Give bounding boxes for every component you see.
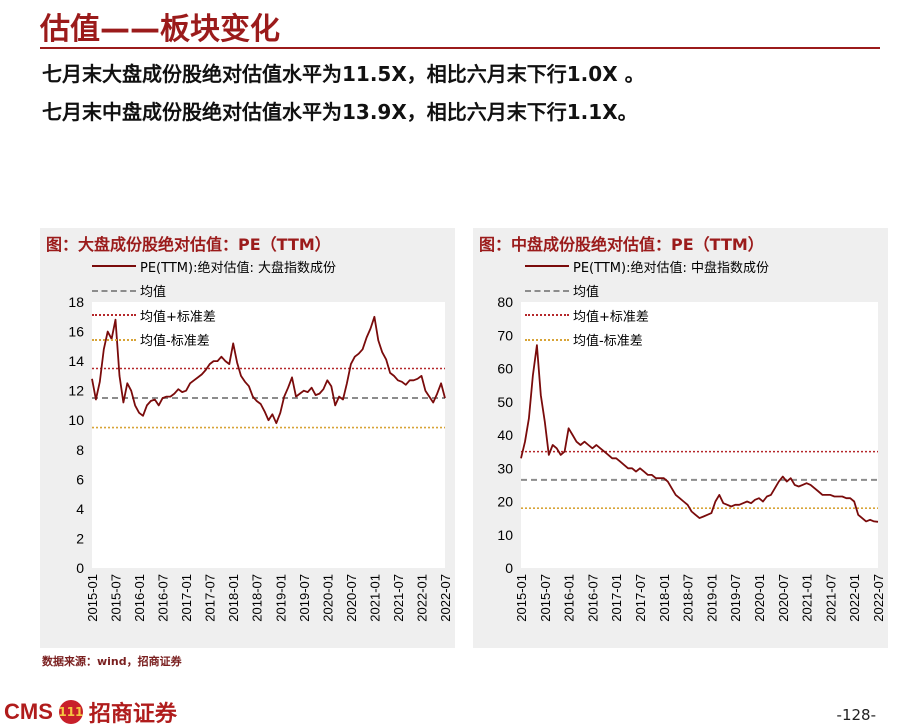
y-tick-label: 12 xyxy=(68,383,84,399)
legend-item-minus-std: 均值-标准差 xyxy=(525,328,769,353)
x-tick-label: 2018-07 xyxy=(681,574,696,622)
x-tick-label: 2019-07 xyxy=(728,574,743,622)
x-tick-label: 2021-07 xyxy=(391,574,406,622)
x-tick-label: 2022-01 xyxy=(847,574,862,622)
legend-item-series: PE(TTM):绝对估值: 中盘指数成份 xyxy=(525,254,769,279)
logo-badge-icon: 111 xyxy=(58,700,83,724)
x-tick-label: 2018-07 xyxy=(250,574,265,622)
y-tick-label: 70 xyxy=(497,327,513,343)
legend-label: PE(TTM):绝对估值: 大盘指数成份 xyxy=(140,260,336,276)
y-tick-label: 8 xyxy=(76,442,84,458)
chart-panel-large-cap: 图：大盘成份股绝对估值：PE（TTM） 0 2 4 6 8 10 12 14 16 18 2015-… xyxy=(40,228,455,648)
y-tick-label: 6 xyxy=(76,471,84,487)
y-tick-label: 30 xyxy=(497,460,513,476)
y-tick-label: 16 xyxy=(68,324,84,340)
plot-area xyxy=(92,302,445,568)
x-tick-label: 2022-07 xyxy=(871,574,886,622)
y-tick-label: 10 xyxy=(497,527,513,543)
y-tick-label: 80 xyxy=(497,294,513,310)
y-tick-label: 2 xyxy=(76,530,84,546)
legend-swatch-mean xyxy=(525,289,569,292)
legend-item-plus-std: 均值+标准差 xyxy=(525,303,769,328)
x-tick-label: 2016-07 xyxy=(585,574,600,622)
x-tick-label: 2015-01 xyxy=(514,574,529,622)
x-tick-label: 2021-07 xyxy=(823,574,838,622)
legend-item-minus-std: 均值-标准差 xyxy=(92,328,336,353)
y-tick-label: 0 xyxy=(505,560,513,576)
chart-title: 图：中盘成份股绝对估值：PE（TTM） xyxy=(479,235,764,254)
x-tick-label: 2017-07 xyxy=(633,574,648,622)
x-tick-label: 2021-01 xyxy=(367,574,382,622)
x-tick-label: 2020-07 xyxy=(344,574,359,622)
y-tick-label: 0 xyxy=(76,560,84,576)
x-tick-label: 2017-07 xyxy=(203,574,218,622)
x-tick-label: 2015-07 xyxy=(538,574,553,622)
x-tick-label: 2021-01 xyxy=(800,574,815,622)
x-tick-label: 2019-01 xyxy=(273,574,288,622)
legend-label: 均值 xyxy=(573,285,600,301)
chart-legend: PE(TTM):绝对估值: 中盘指数成份 均值 均值+标准差 均值-标准差 xyxy=(525,254,769,352)
x-tick-label: 2019-01 xyxy=(704,574,719,622)
x-tick-label: 2020-07 xyxy=(776,574,791,622)
x-tick-label: 2018-01 xyxy=(657,574,672,622)
x-tick-label: 2019-07 xyxy=(297,574,312,622)
legend-label: 均值 xyxy=(140,285,167,301)
page-number: -128- xyxy=(836,706,876,724)
legend-swatch-series xyxy=(525,265,569,268)
summary-line-mid-cap: 七月末中盘成份股绝对估值水平为13.9X，相比六月末下行1.1X。 xyxy=(42,100,638,124)
chart-mid-cap-pe: 0 10 20 30 40 50 60 70 80 2015-01 2015-07 2016-01 20… xyxy=(497,294,886,622)
legend-swatch-minus-std xyxy=(525,338,569,341)
x-tick-label: 2022-01 xyxy=(414,574,429,622)
brand-logo: CMS 111 招商证券 xyxy=(4,696,177,725)
data-source-note: 数据来源：wind，招商证券 xyxy=(42,655,182,668)
legend-label: 均值-标准差 xyxy=(140,334,210,350)
x-tick-label: 2022-07 xyxy=(438,574,453,622)
legend-item-series: PE(TTM):绝对估值: 大盘指数成份 xyxy=(92,254,336,279)
legend-swatch-mean xyxy=(92,289,136,292)
legend-item-mean: 均值 xyxy=(92,279,336,304)
y-tick-label: 10 xyxy=(68,412,84,428)
legend-label: PE(TTM):绝对估值: 中盘指数成份 xyxy=(573,260,769,276)
legend-swatch-plus-std xyxy=(92,314,136,317)
legend-label: 均值+标准差 xyxy=(140,309,216,325)
chart-large-cap-pe: 0 2 4 6 8 10 12 14 16 18 2015-01 2015-07 2016-01 2016… xyxy=(68,294,453,622)
x-tick-label: 2017-01 xyxy=(609,574,624,622)
legend-swatch-plus-std xyxy=(525,314,569,317)
x-tick-label: 2020-01 xyxy=(320,574,335,622)
x-tick-label: 2015-07 xyxy=(109,574,124,622)
series-line xyxy=(91,315,446,425)
chart-legend: PE(TTM):绝对估值: 大盘指数成份 均值 均值+标准差 均值-标准差 xyxy=(92,254,336,352)
legend-item-mean: 均值 xyxy=(525,279,769,304)
legend-label: 均值-标准差 xyxy=(573,334,643,350)
chart-title: 图：大盘成份股绝对估值：PE（TTM） xyxy=(46,235,331,254)
y-tick-label: 50 xyxy=(497,394,513,410)
plot-area xyxy=(521,302,878,568)
title-divider xyxy=(40,47,880,49)
page-title: 估值——板块变化 xyxy=(40,12,280,47)
x-tick-label: 2017-01 xyxy=(179,574,194,622)
legend-swatch-minus-std xyxy=(92,338,136,341)
series-line xyxy=(520,344,879,523)
x-tick-label: 2016-01 xyxy=(132,574,147,622)
x-tick-label: 2016-07 xyxy=(156,574,171,622)
y-tick-label: 18 xyxy=(68,294,84,310)
y-tick-label: 20 xyxy=(497,494,513,510)
chart-panel-mid-cap: 图：中盘成份股绝对估值：PE（TTM） 0 10 20 30 40 50 60 70 80 201… xyxy=(473,228,888,648)
legend-swatch-series xyxy=(92,265,136,268)
y-tick-label: 4 xyxy=(76,501,84,517)
logo-text: CMS xyxy=(4,699,53,724)
y-tick-label: 14 xyxy=(68,353,84,369)
x-tick-label: 2020-01 xyxy=(752,574,767,622)
summary-line-large-cap: 七月末大盘成份股绝对估值水平为11.5X，相比六月末下行1.0X 。 xyxy=(42,62,645,86)
y-tick-label: 40 xyxy=(497,427,513,443)
logo-company-name: 招商证券 xyxy=(88,702,177,725)
x-tick-label: 2015-01 xyxy=(85,574,100,622)
legend-label: 均值+标准差 xyxy=(573,309,649,325)
legend-item-plus-std: 均值+标准差 xyxy=(92,303,336,328)
x-tick-label: 2018-01 xyxy=(226,574,241,622)
x-tick-label: 2016-01 xyxy=(562,574,577,622)
y-tick-label: 60 xyxy=(497,361,513,377)
